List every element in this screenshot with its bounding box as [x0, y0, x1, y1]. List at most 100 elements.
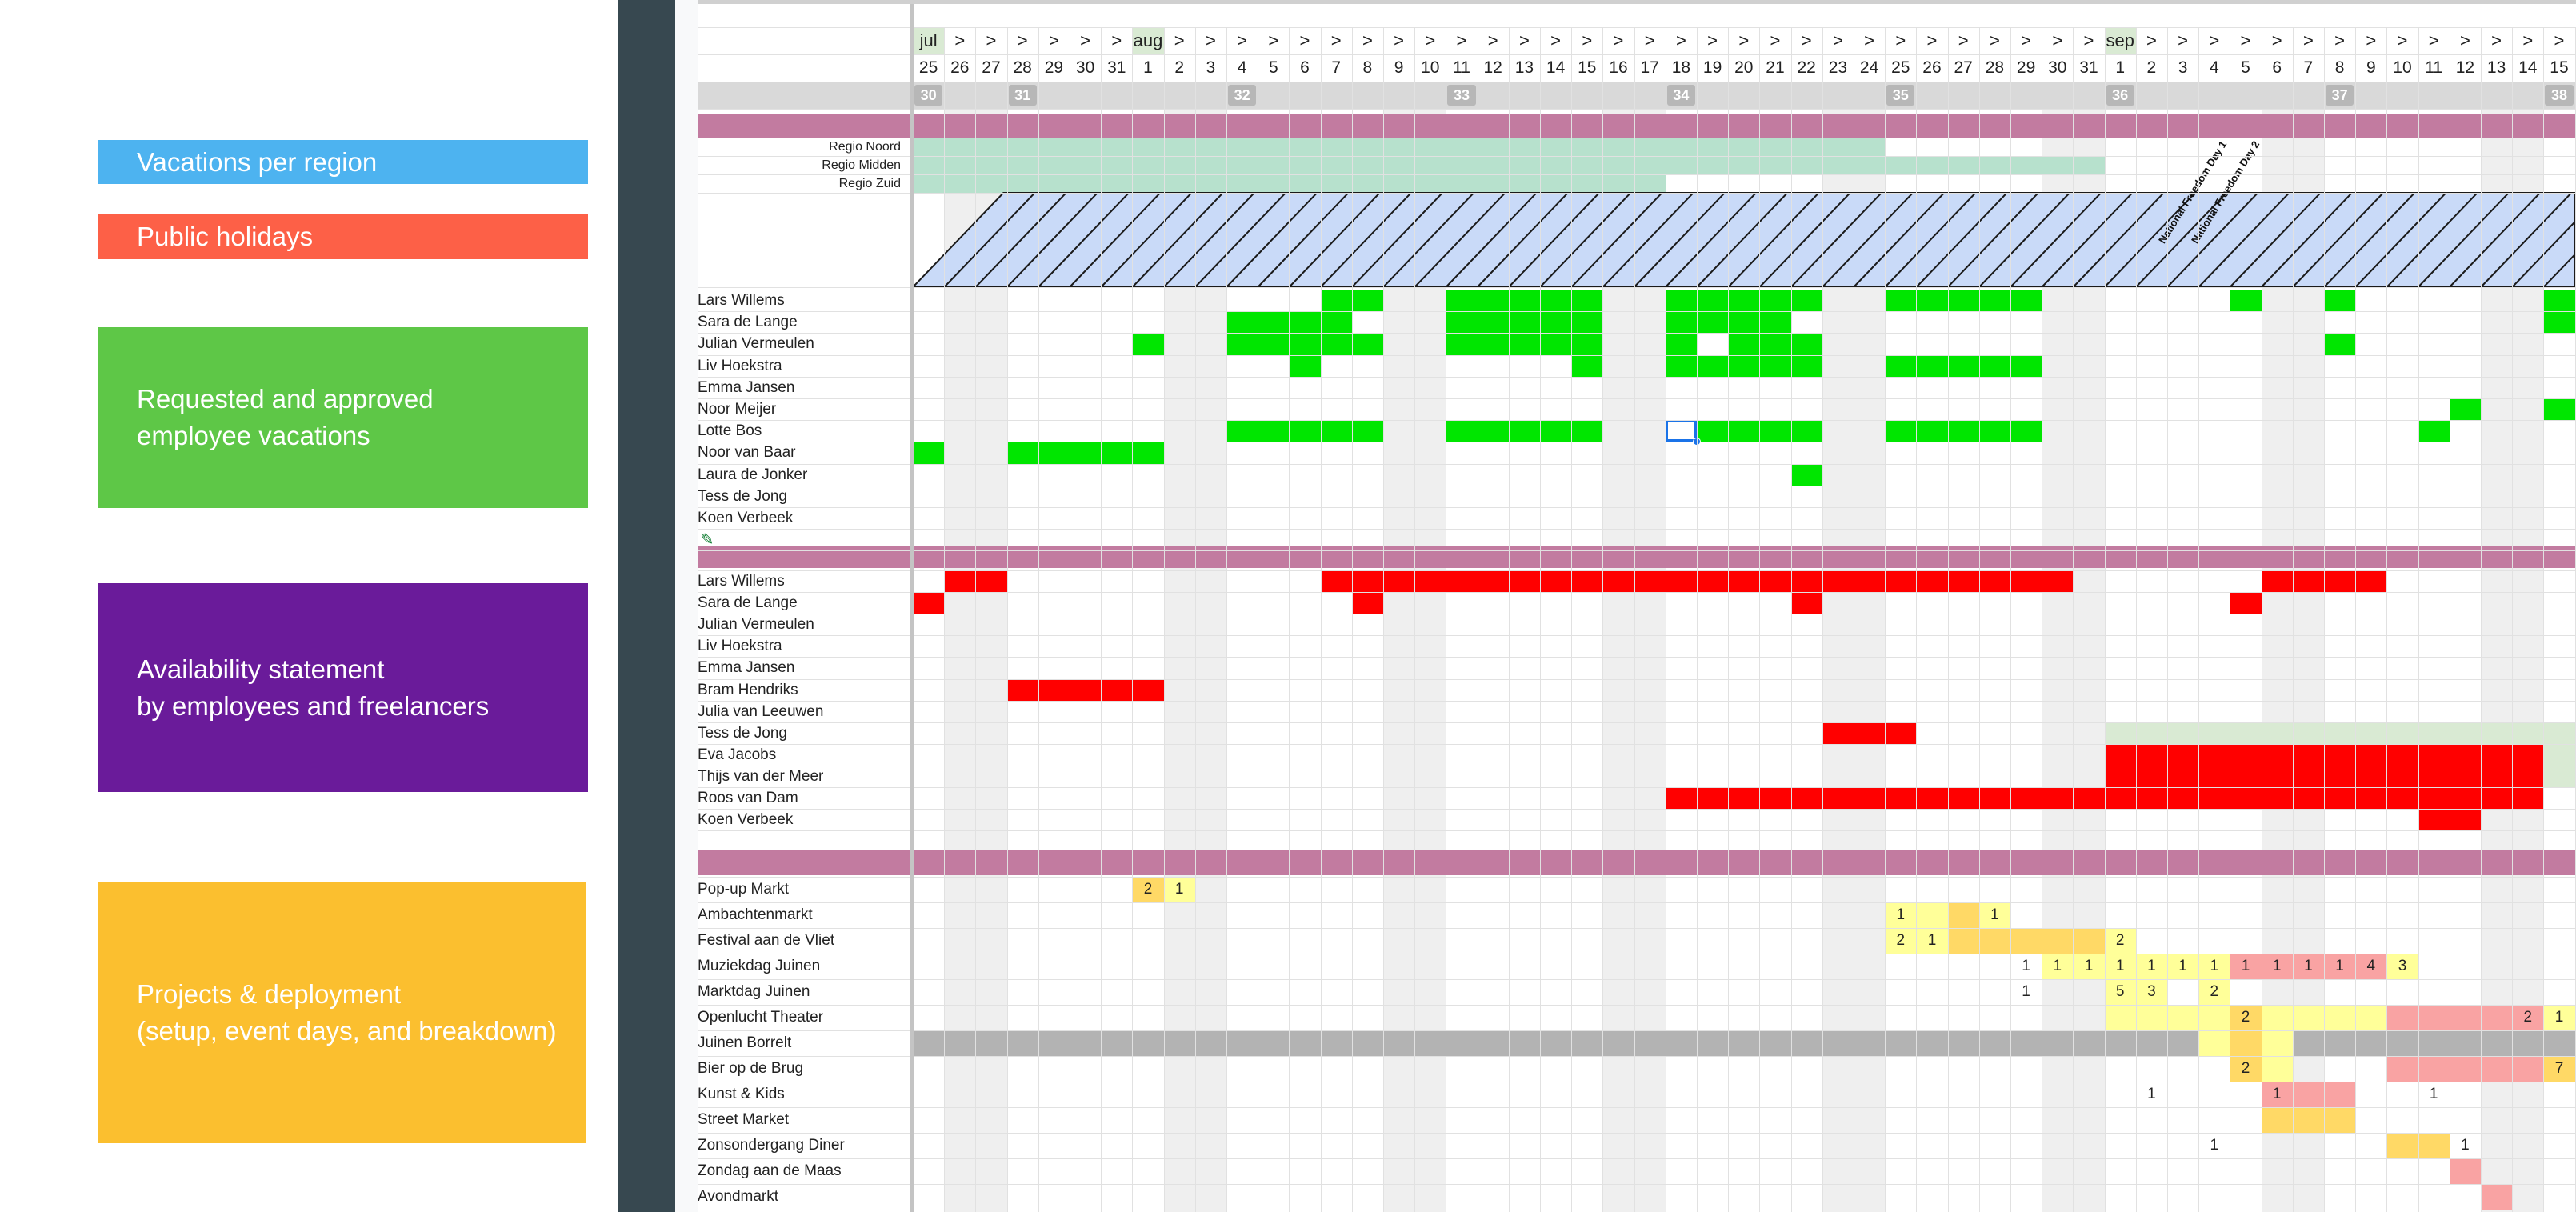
project-cell[interactable]	[2135, 1030, 2167, 1056]
project-cell[interactable]	[1320, 1030, 1352, 1056]
vacation-cell[interactable]	[2449, 398, 2481, 421]
project-cell[interactable]	[2010, 928, 2042, 954]
project-cell[interactable]	[2386, 1005, 2418, 1030]
vacation-cell[interactable]	[1947, 290, 1979, 312]
unavailable-cell[interactable]	[2512, 765, 2544, 787]
unavailable-cell[interactable]	[2167, 765, 2199, 787]
vacation-cell[interactable]	[1508, 420, 1540, 442]
vacation-cell[interactable]	[1790, 354, 1822, 377]
project-cell[interactable]: 1	[2230, 954, 2262, 979]
unavailable-cell[interactable]	[1916, 570, 1948, 593]
vacation-cell[interactable]	[1132, 442, 1164, 464]
project-cell[interactable]: 1	[1163, 877, 1195, 902]
unavailable-cell[interactable]	[1540, 570, 1572, 593]
project-cell[interactable]	[2449, 1158, 2481, 1184]
project-cell[interactable]	[2261, 1005, 2293, 1030]
vacation-cell[interactable]	[1226, 311, 1258, 334]
vacation-cell[interactable]	[2324, 333, 2356, 355]
vacation-cell[interactable]	[1697, 420, 1729, 442]
vacation-cell[interactable]	[1070, 442, 1102, 464]
unavailable-cell[interactable]	[2418, 787, 2450, 810]
pencil-icon[interactable]: ✎	[700, 531, 714, 550]
unavailable-cell[interactable]	[1854, 570, 1886, 593]
partial-availability-cell[interactable]	[2449, 722, 2481, 744]
vacation-cell[interactable]	[1446, 311, 1478, 334]
unavailable-cell[interactable]	[2167, 787, 2199, 810]
project-cell[interactable]	[2324, 1030, 2356, 1056]
project-cell[interactable]	[2481, 1184, 2513, 1210]
unavailable-cell[interactable]	[2073, 787, 2105, 810]
vacation-cell[interactable]	[2543, 398, 2575, 421]
project-cell[interactable]	[2481, 1056, 2513, 1082]
project-cell[interactable]	[2481, 1005, 2513, 1030]
project-cell[interactable]	[2512, 1030, 2544, 1056]
vacation-cell[interactable]	[1885, 420, 1917, 442]
project-cell[interactable]: 1	[2167, 954, 2199, 979]
unavailable-cell[interactable]	[2512, 787, 2544, 810]
project-cell[interactable]	[1194, 1030, 1226, 1056]
partial-availability-cell[interactable]	[2261, 722, 2293, 744]
vacation-cell[interactable]	[1759, 354, 1791, 377]
vacation-cell[interactable]	[1540, 333, 1572, 355]
vacation-cell[interactable]	[1978, 420, 2010, 442]
unavailable-cell[interactable]	[2481, 765, 2513, 787]
project-cell[interactable]: 1	[2010, 979, 2042, 1005]
month-cell[interactable]: aug	[1132, 27, 1164, 54]
unavailable-cell[interactable]	[2324, 570, 2356, 593]
project-cell[interactable]	[2355, 1005, 2387, 1030]
unavailable-cell[interactable]	[1446, 570, 1478, 593]
unavailable-cell[interactable]	[2135, 787, 2167, 810]
project-cell[interactable]: 3	[2386, 954, 2418, 979]
vacation-cell[interactable]	[1790, 333, 1822, 355]
vacation-cell[interactable]	[1226, 333, 1258, 355]
vacation-cell[interactable]	[1006, 442, 1038, 464]
vacation-cell[interactable]	[1571, 290, 1603, 312]
unavailable-cell[interactable]	[1885, 570, 1917, 593]
vacation-cell[interactable]	[1885, 354, 1917, 377]
project-cell[interactable]	[2324, 1082, 2356, 1107]
unavailable-cell[interactable]	[1414, 570, 1446, 593]
unavailable-cell[interactable]	[2512, 743, 2544, 766]
vacation-cell[interactable]	[1978, 290, 2010, 312]
vacation-cell[interactable]	[1540, 420, 1572, 442]
project-cell[interactable]	[2418, 1030, 2450, 1056]
unavailable-cell[interactable]	[1790, 592, 1822, 614]
partial-availability-cell[interactable]	[2512, 722, 2544, 744]
unavailable-cell[interactable]	[1885, 787, 1917, 810]
unavailable-cell[interactable]	[1790, 787, 1822, 810]
project-cell[interactable]	[1006, 1030, 1038, 1056]
unavailable-cell[interactable]	[2355, 570, 2387, 593]
unavailable-cell[interactable]	[2355, 765, 2387, 787]
project-cell[interactable]	[1477, 1030, 1509, 1056]
unavailable-cell[interactable]	[2386, 743, 2418, 766]
unavailable-cell[interactable]	[1101, 678, 1133, 701]
unavailable-cell[interactable]	[2261, 787, 2293, 810]
vacation-cell[interactable]	[1885, 290, 1917, 312]
unavailable-cell[interactable]	[2324, 787, 2356, 810]
unavailable-cell[interactable]	[913, 592, 945, 614]
project-cell[interactable]: 2	[2230, 1005, 2262, 1030]
project-cell[interactable]	[1697, 1030, 1729, 1056]
project-cell[interactable]	[1822, 1030, 1854, 1056]
unavailable-cell[interactable]	[2230, 765, 2262, 787]
project-cell[interactable]	[1947, 1030, 1979, 1056]
unavailable-cell[interactable]	[2449, 787, 2481, 810]
vacation-cell[interactable]	[1665, 290, 1697, 312]
project-cell[interactable]	[1101, 1030, 1133, 1056]
unavailable-cell[interactable]	[2198, 787, 2230, 810]
project-cell[interactable]	[2261, 1107, 2293, 1133]
unavailable-cell[interactable]	[2198, 743, 2230, 766]
project-cell[interactable]: 1	[2104, 954, 2136, 979]
vacation-cell[interactable]	[1289, 420, 1321, 442]
project-cell[interactable]	[1289, 1030, 1321, 1056]
unavailable-cell[interactable]	[1822, 787, 1854, 810]
vacation-cell[interactable]	[1477, 420, 1509, 442]
unavailable-cell[interactable]	[1665, 570, 1697, 593]
vacation-cell[interactable]	[2010, 420, 2042, 442]
unavailable-cell[interactable]	[2418, 743, 2450, 766]
unavailable-cell[interactable]	[2261, 765, 2293, 787]
unavailable-cell[interactable]	[2104, 765, 2136, 787]
project-cell[interactable]	[2167, 1030, 2199, 1056]
project-cell[interactable]	[1414, 1030, 1446, 1056]
project-cell[interactable]: 1	[2073, 954, 2105, 979]
